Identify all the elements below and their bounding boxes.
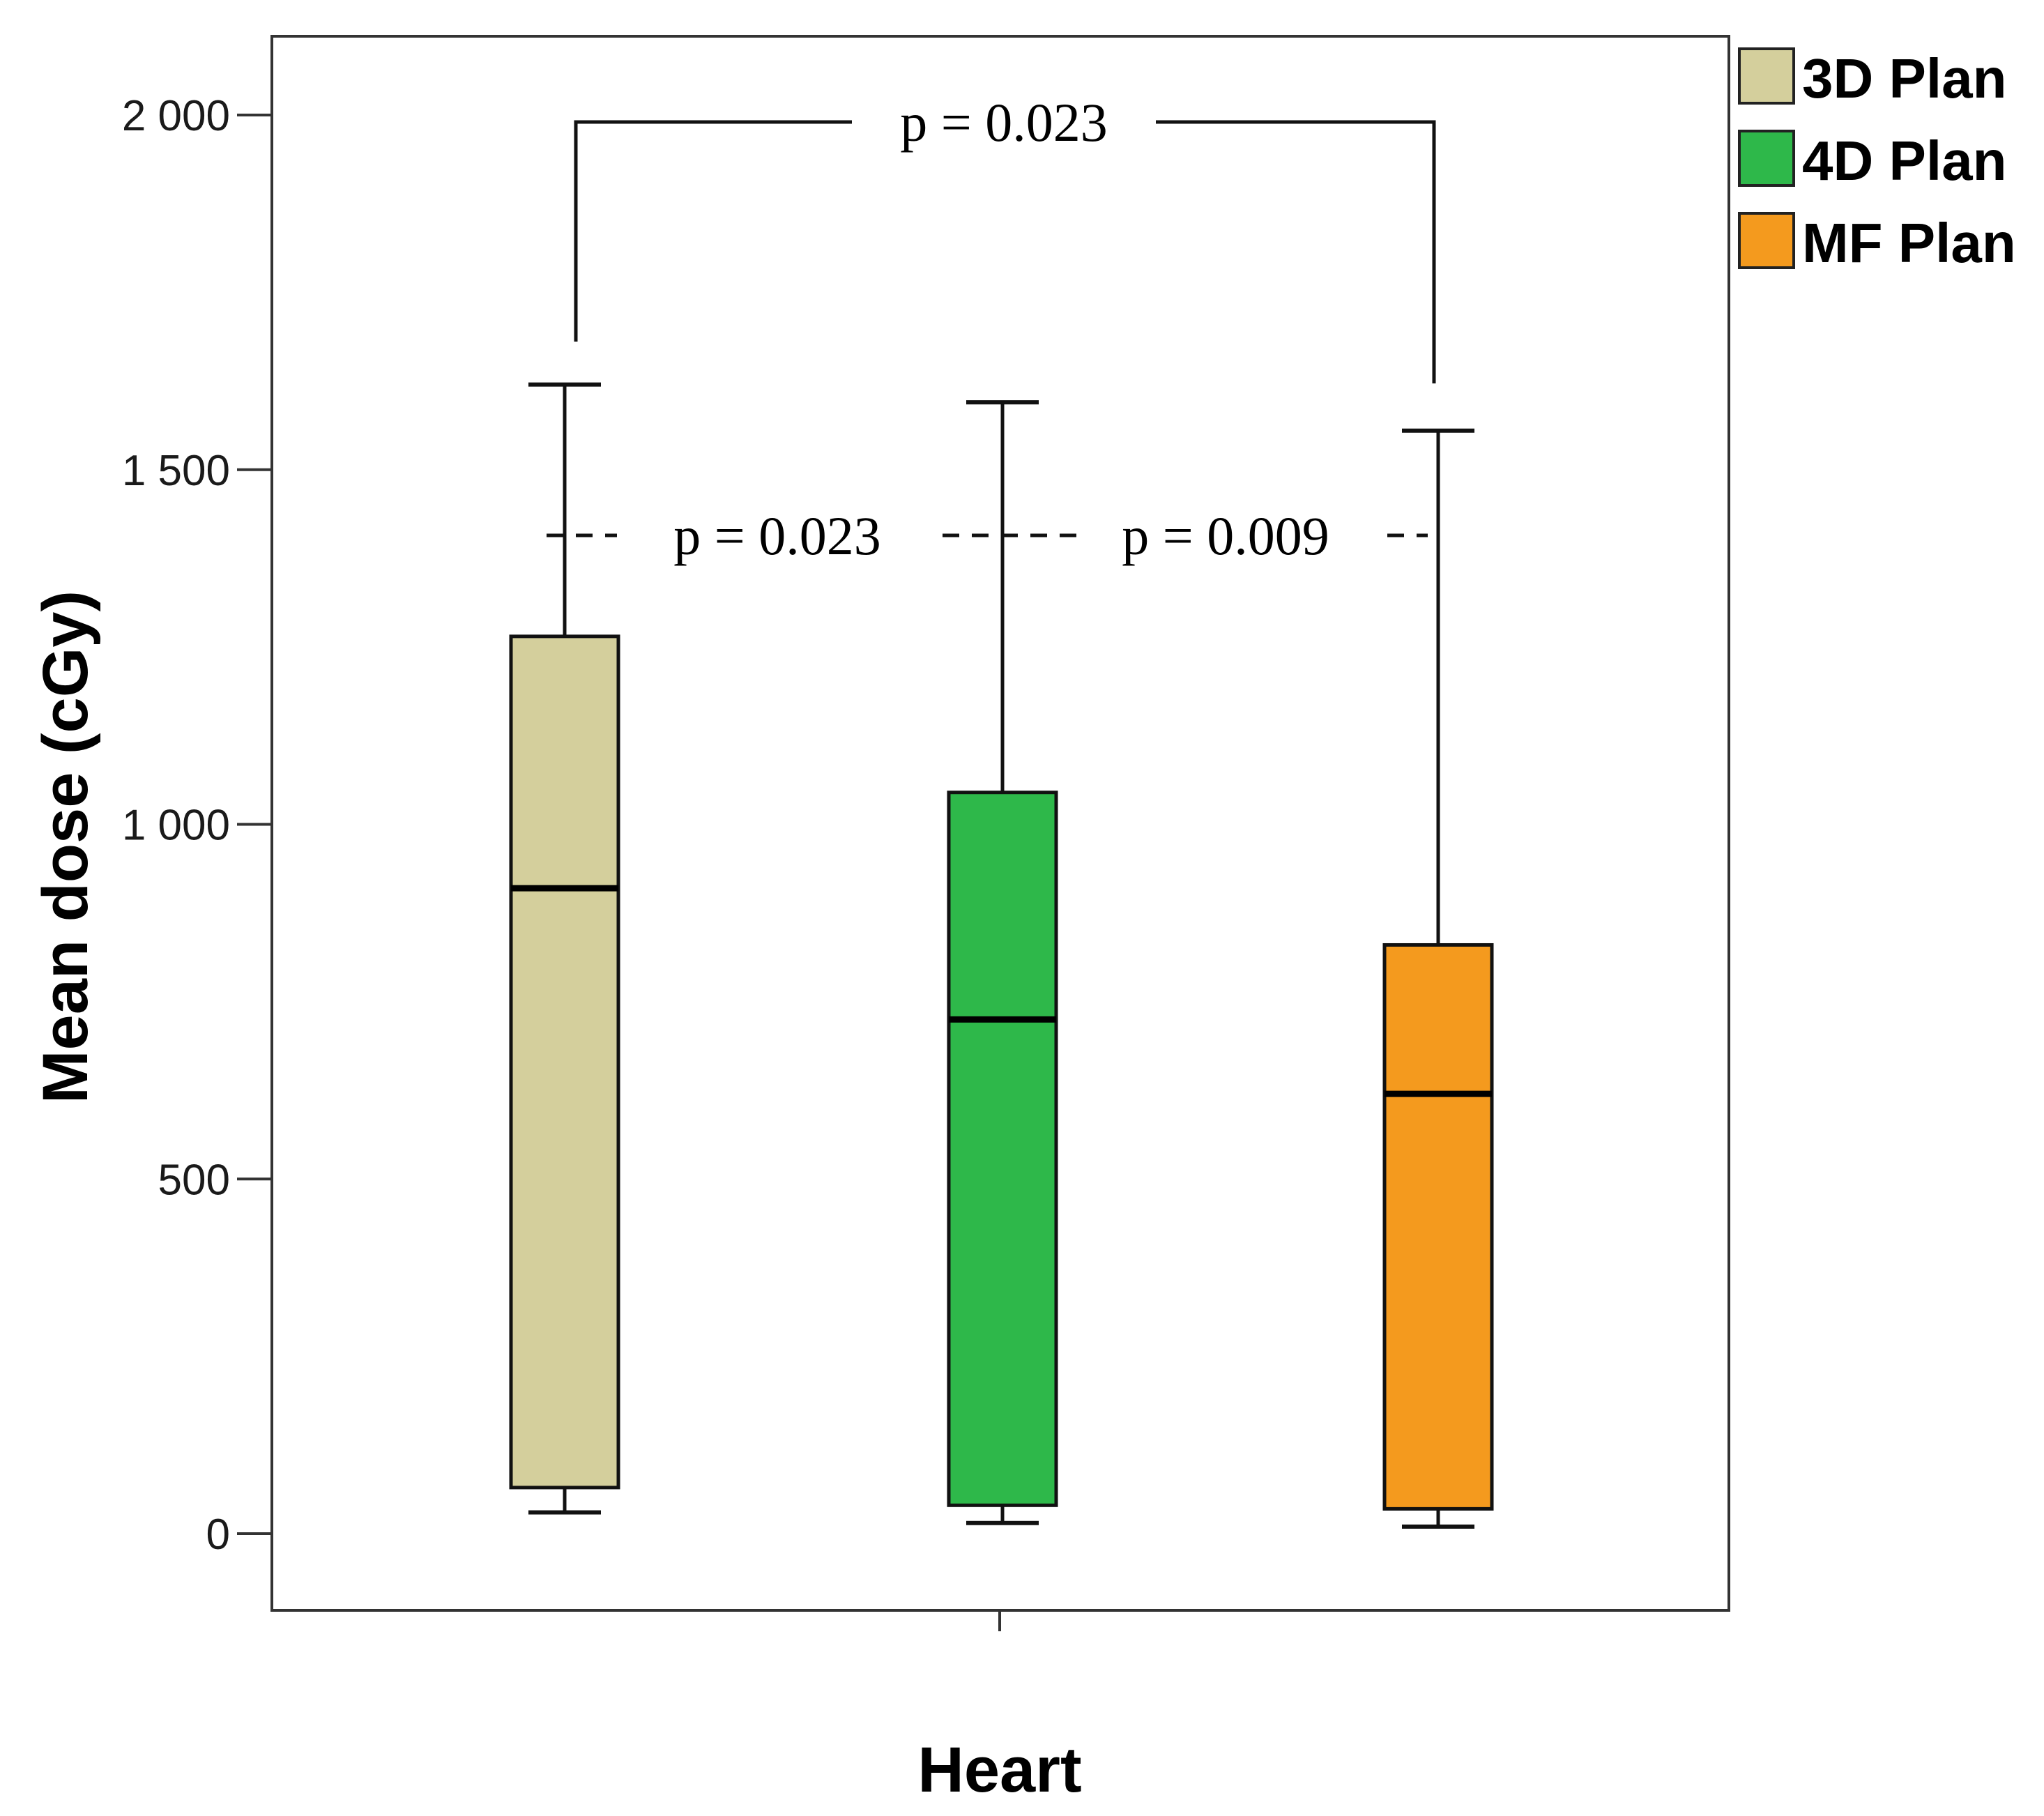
bracket-right [1156,120,1436,383]
p-value-label: p = 0.009 [1122,505,1329,566]
box-iqr [947,791,1058,1507]
y-tick-label: 500 [158,1156,230,1204]
bracket-left [574,120,852,342]
box-iqr [1382,943,1494,1511]
p-value-label: p = 0.023 [900,92,1108,153]
legend-label: MF Plan [1802,212,2016,274]
legend-label: 4D Plan [1802,130,2006,192]
legend-item: MF Plan [1738,212,2016,274]
y-tick-label: 1 000 [122,802,230,850]
y-axis: 0 500 1 000 1 500 2 000 [122,92,272,1559]
y-tick-label: 2 000 [122,92,230,140]
boxes [509,382,1494,1529]
box-3d-plan [509,382,620,1515]
box-iqr [509,634,620,1490]
p-value-label: p = 0.023 [673,505,881,566]
legend-swatch [1738,130,1795,187]
legend-item: 4D Plan [1738,130,2006,192]
box-mf-plan [1382,428,1494,1529]
legend: 3D Plan 4D Plan MF Plan [1738,47,2016,274]
x-axis-title: Heart [917,1734,1081,1806]
box-4d-plan [947,400,1058,1525]
y-axis-title: Mean dose (cGy) [30,590,101,1104]
legend-label: 3D Plan [1802,47,2006,109]
y-tick-label: 1 500 [122,447,230,495]
legend-swatch [1738,47,1795,105]
legend-item: 3D Plan [1738,47,2006,109]
p-value-annotations: p = 0.023 p = 0.023 p = 0.009 [547,92,1436,566]
y-tick-label: 0 [206,1511,230,1559]
legend-swatch [1738,212,1795,269]
